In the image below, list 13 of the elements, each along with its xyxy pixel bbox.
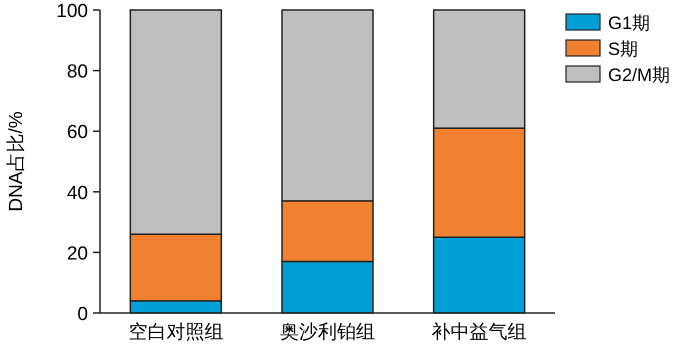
y-tick-label: 60 (66, 122, 88, 144)
x-tick-label: 奥沙利铂组 (280, 322, 375, 343)
y-axis-title: DNA占比/% (6, 111, 27, 212)
legend-label: S期 (608, 39, 638, 59)
x-tick-label: 空白对照组 (128, 321, 224, 343)
legend-label: G2/M期 (608, 65, 670, 85)
y-tick-label: 80 (66, 62, 88, 83)
y-tick-label: 100 (56, 1, 88, 22)
y-tick-label: 0 (77, 304, 88, 325)
y-tick-label: 20 (66, 243, 88, 264)
legend-label: G1期 (608, 13, 650, 33)
x-tick-label: 补中益气组 (432, 321, 527, 343)
y-tick-label: 40 (66, 182, 88, 204)
